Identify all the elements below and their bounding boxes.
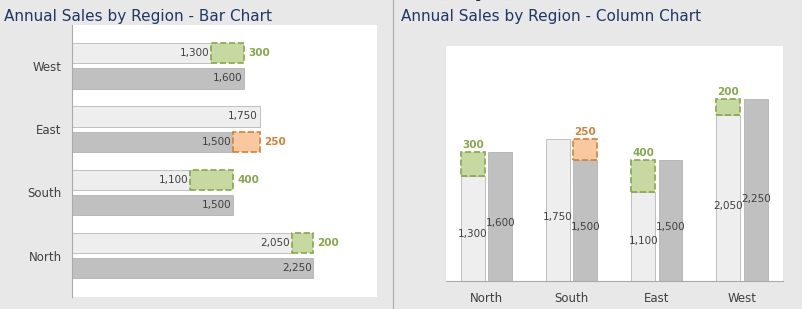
Bar: [573, 160, 597, 281]
Bar: [72, 43, 211, 63]
Bar: [630, 160, 654, 192]
Legend: Budget, Actual: Budget, Actual: [434, 0, 558, 5]
Bar: [715, 115, 739, 281]
Text: 200: 200: [717, 87, 739, 97]
Bar: [715, 99, 739, 115]
Text: 300: 300: [248, 48, 269, 58]
Text: 1,300: 1,300: [457, 229, 487, 239]
Bar: [72, 106, 259, 126]
Text: 1,500: 1,500: [201, 137, 231, 147]
Text: 1,100: 1,100: [159, 175, 188, 185]
Bar: [190, 170, 233, 190]
Bar: [573, 139, 597, 160]
Bar: [291, 233, 313, 253]
Text: 250: 250: [264, 137, 286, 147]
Text: 1,750: 1,750: [542, 212, 573, 222]
Bar: [460, 152, 484, 176]
Text: 400: 400: [237, 175, 259, 185]
Bar: [630, 192, 654, 281]
Text: 2,250: 2,250: [740, 194, 770, 204]
Bar: [545, 139, 569, 281]
Bar: [72, 233, 291, 253]
Bar: [72, 170, 190, 190]
Text: 1,600: 1,600: [212, 74, 241, 83]
Text: 2,050: 2,050: [260, 238, 290, 248]
Bar: [488, 152, 512, 281]
Text: 400: 400: [631, 148, 654, 158]
Text: 1,500: 1,500: [569, 222, 599, 231]
Bar: [658, 160, 682, 281]
Text: 200: 200: [317, 238, 338, 248]
Text: 1,750: 1,750: [228, 112, 257, 121]
Text: 1,500: 1,500: [201, 200, 231, 210]
Bar: [233, 132, 259, 152]
Text: 300: 300: [461, 140, 483, 150]
Text: Annual Sales by Region - Column Chart: Annual Sales by Region - Column Chart: [401, 9, 701, 24]
Text: 250: 250: [573, 127, 595, 138]
Text: 1,300: 1,300: [180, 48, 209, 58]
Bar: [72, 258, 313, 278]
Text: 1,100: 1,100: [628, 236, 658, 246]
Bar: [211, 43, 243, 63]
Text: 1,500: 1,500: [655, 222, 684, 231]
Text: Annual Sales by Region - Bar Chart: Annual Sales by Region - Bar Chart: [4, 9, 272, 24]
Text: 2,050: 2,050: [713, 201, 743, 211]
Text: 2,250: 2,250: [282, 263, 311, 273]
Text: 1,600: 1,600: [484, 218, 514, 228]
Bar: [460, 176, 484, 281]
Bar: [72, 132, 233, 152]
Bar: [72, 68, 243, 89]
Bar: [743, 99, 767, 281]
Bar: [72, 195, 233, 215]
